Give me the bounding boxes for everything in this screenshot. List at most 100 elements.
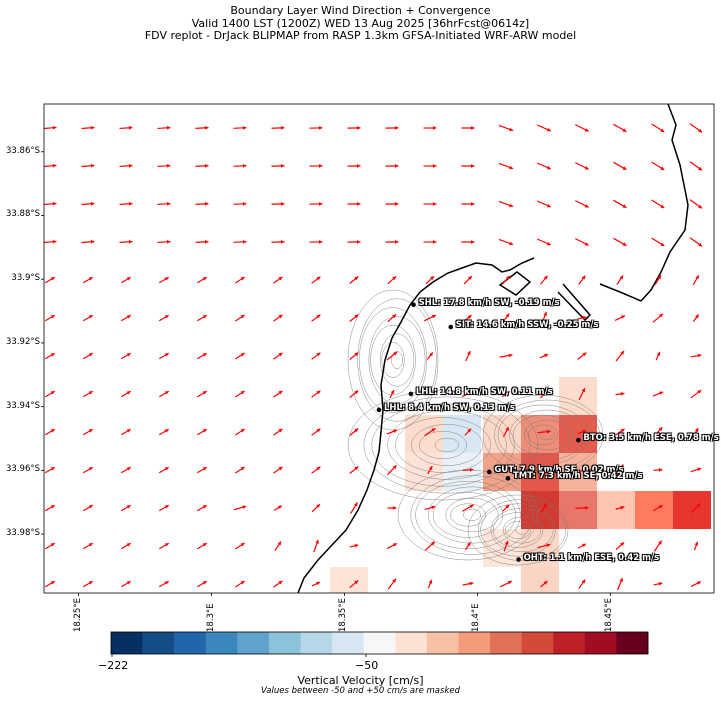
wind-arrow (273, 314, 283, 322)
wind-arrow (349, 543, 359, 548)
wind-arrow (120, 580, 132, 588)
wind-arrow (120, 428, 132, 436)
colorbar-swatch (363, 632, 396, 654)
station-label-shl: SHL: 17.8 km/h SW, -0.19 m/s (418, 297, 560, 308)
colorbar-swatch (395, 632, 428, 654)
terrain-contour (395, 417, 491, 473)
colorbar-label: Vertical Velocity [cm/s] (297, 674, 424, 687)
wind-arrow (273, 505, 283, 511)
wind-arrow (82, 580, 94, 588)
wind-arrow (651, 161, 665, 171)
wind-arrow (196, 466, 208, 474)
terrain-contour (467, 494, 569, 566)
wind-arrow (689, 123, 703, 133)
wind-arrow (311, 390, 321, 398)
terrain-contour (478, 499, 566, 561)
colorbar-swatch (616, 632, 649, 654)
wind-arrow (613, 237, 627, 247)
terrain-contour (415, 481, 521, 549)
colorbar-swatch (553, 632, 586, 654)
wind-arrow (81, 201, 95, 206)
wind-arrow (655, 351, 661, 361)
wind-arrow (613, 161, 627, 171)
wind-arrow (689, 237, 703, 247)
wind-arrow (158, 466, 170, 474)
wind-arrow (499, 353, 513, 358)
wind-arrow (423, 164, 437, 168)
wind-arrow (423, 240, 437, 244)
wind-arrow (387, 464, 397, 476)
wind-arrow (462, 504, 474, 512)
wind-arrow (425, 275, 435, 285)
wind-arrow (613, 199, 627, 209)
wind-arrow (537, 429, 551, 434)
wind-arrow (347, 164, 361, 168)
colorbar (110, 631, 649, 657)
wind-arrow (120, 542, 132, 550)
colorbar-tick-mid: −50 (355, 659, 379, 672)
wind-arrow (690, 389, 702, 399)
terrain-contour (391, 351, 403, 369)
wind-arrow (235, 314, 245, 322)
terrain-contour (450, 503, 486, 527)
wind-arrow (423, 126, 437, 130)
wind-arrow (575, 162, 589, 170)
wind-arrow (44, 466, 56, 474)
wind-arrow (423, 314, 437, 322)
terrain-contour (524, 419, 570, 451)
wind-arrow (235, 542, 245, 550)
wind-arrow (273, 580, 283, 588)
wind-arrow (387, 275, 397, 285)
wind-arrow (347, 240, 361, 244)
chart-title: Boundary Layer Wind Direction + Converge… (0, 4, 721, 43)
wind-arrow (158, 276, 170, 284)
colorbar-swatch (426, 632, 459, 654)
velocity-cell (521, 567, 559, 593)
velocity-cell (483, 415, 521, 453)
wind-arrow (44, 580, 56, 588)
coastline-segment (599, 283, 642, 302)
wind-arrow (157, 239, 171, 244)
wind-arrow (82, 428, 94, 436)
wind-arrow (271, 163, 285, 168)
wind-arrow (235, 580, 245, 588)
wind-arrow (461, 391, 475, 397)
wind-arrow (349, 390, 359, 398)
wind-arrow (652, 391, 664, 397)
wind-arrow (195, 125, 209, 130)
wind-arrow (536, 124, 552, 132)
terrain-contour (497, 404, 589, 466)
terrain-contour (368, 316, 426, 404)
wind-arrow (81, 125, 95, 130)
terrain-contour (432, 492, 504, 538)
wind-arrow (541, 311, 547, 325)
wind-arrow (120, 390, 132, 398)
terrain-contour (428, 486, 516, 544)
wind-arrow (273, 428, 283, 436)
wind-arrow (273, 466, 283, 474)
terrain-contour (434, 437, 460, 453)
lon-tick-label: 18.4°E (471, 603, 482, 632)
wind-arrow (233, 163, 247, 168)
station-dot-lhl2 (376, 407, 382, 413)
wind-arrow (195, 163, 209, 168)
wind-arrow (313, 539, 319, 553)
colorbar-swatch (174, 632, 207, 654)
wind-arrow (44, 352, 56, 360)
terrain-contour (347, 289, 439, 431)
wind-arrow (501, 275, 511, 285)
wind-arrow (273, 390, 283, 398)
wind-arrow (387, 578, 397, 590)
wind-arrow (274, 541, 282, 551)
wind-arrow (44, 276, 56, 284)
wind-arrow (498, 200, 514, 208)
wind-arrow (82, 542, 94, 550)
wind-arrow (651, 123, 665, 133)
terrain-contour (463, 509, 481, 521)
wind-arrow (424, 427, 436, 437)
wind-arrow (81, 163, 95, 168)
wind-arrow (82, 352, 94, 360)
wind-arrow (575, 505, 589, 510)
wind-arrow (157, 125, 171, 130)
wind-arrow (617, 577, 623, 591)
